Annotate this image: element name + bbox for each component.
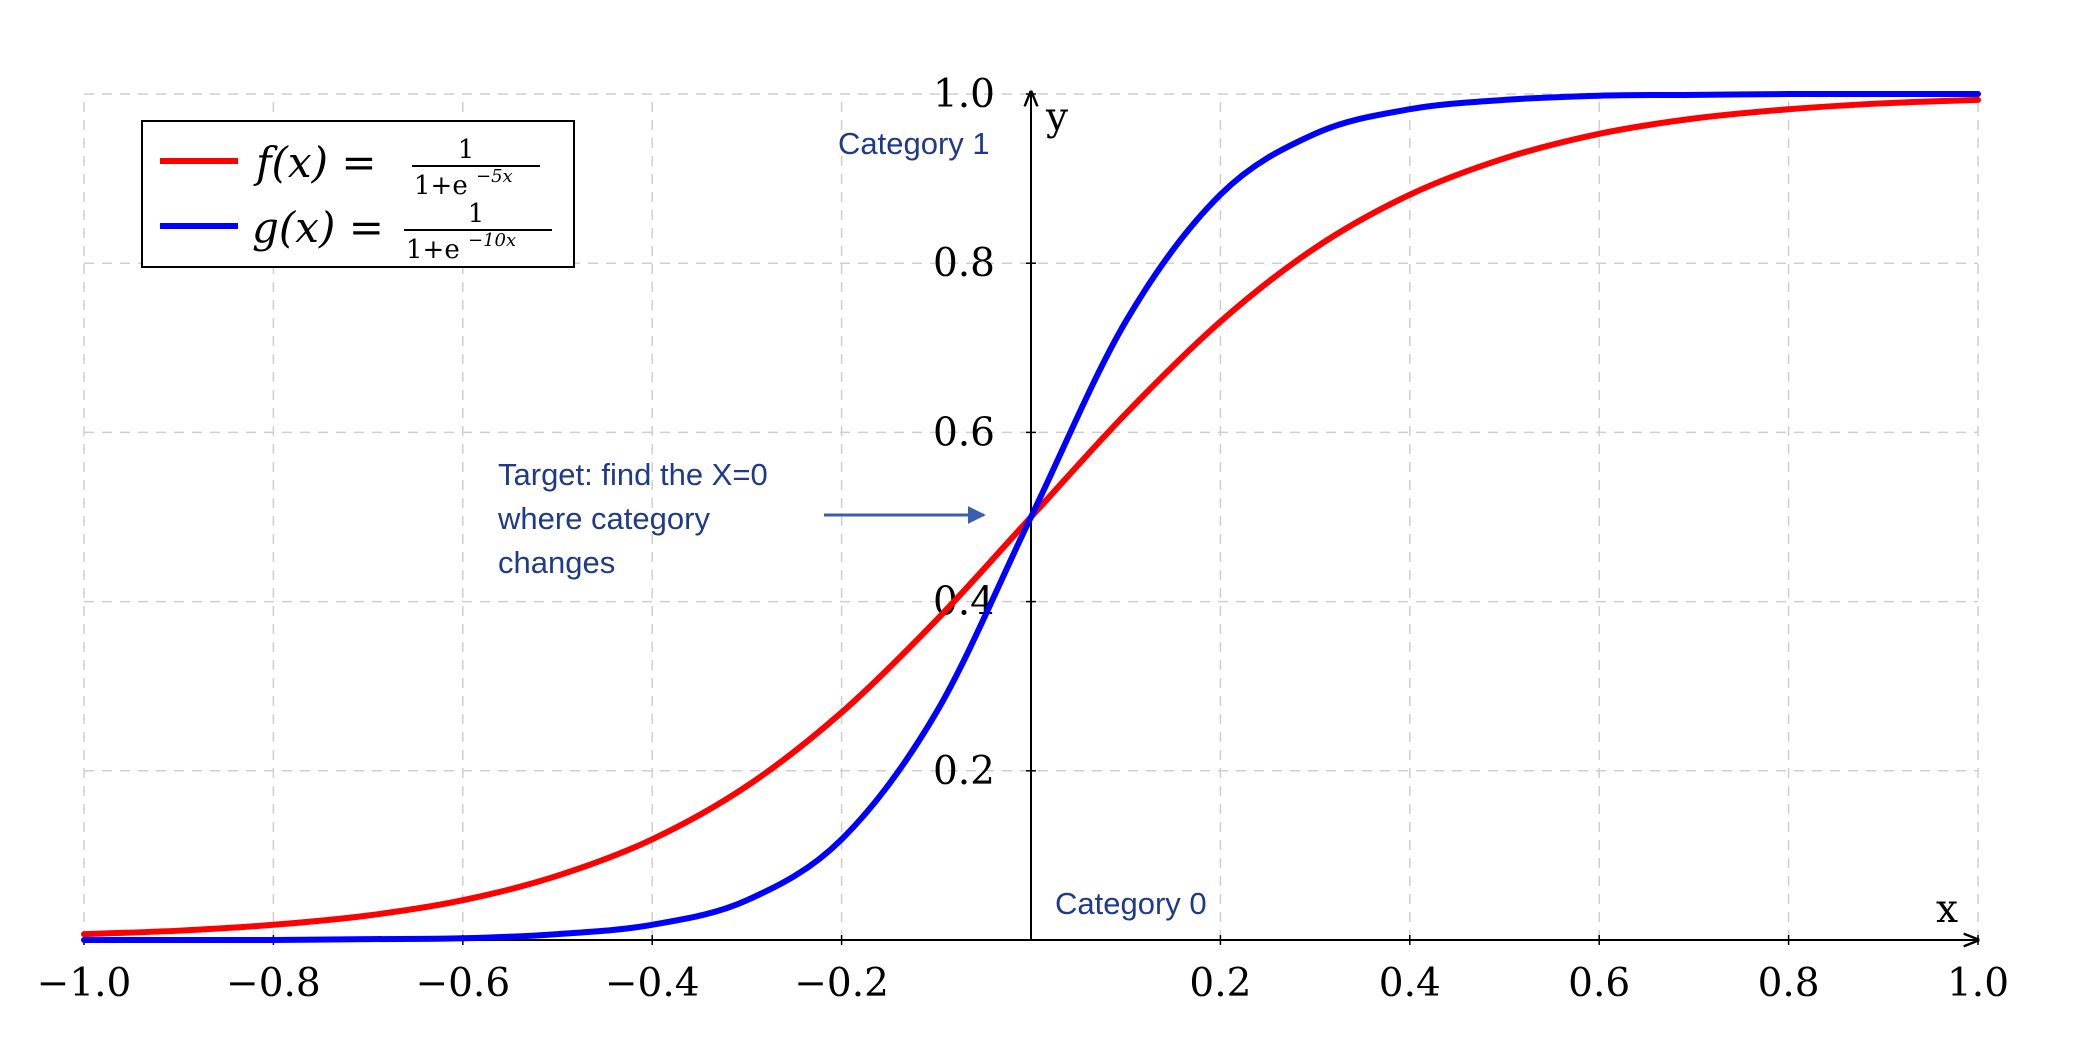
x-tick-label: 1.0: [1947, 961, 2009, 1006]
legend: f(x) = 1 1+e −5x g(x) = 1 1+e −10x: [141, 120, 575, 268]
x-tick-label: 0.4: [1379, 961, 1441, 1006]
x-tick-label: 0.2: [1189, 961, 1251, 1006]
category-0-label: Category 0: [1055, 886, 1207, 921]
x-tick-label: −1.0: [37, 961, 132, 1006]
annotations: Category 1 Category 0 Target: find the X…: [497, 126, 1207, 921]
category-1-label: Category 1: [838, 126, 990, 161]
target-annotation-line-1: Target: find the X=0: [498, 457, 768, 492]
series-line-g: [81, 90, 1981, 944]
legend-g-exponent: −10x: [468, 230, 516, 251]
x-tick-label: −0.6: [415, 961, 510, 1006]
x-tick-label: −0.4: [605, 961, 700, 1006]
x-tick-label: −0.8: [226, 961, 321, 1006]
series-lines: [81, 90, 1981, 944]
y-axis-label: y: [1045, 95, 1068, 140]
legend-f-exponent: −5x: [476, 166, 513, 187]
legend-g-denominator: 1+e: [406, 235, 460, 265]
y-tick-label: 0.8: [933, 241, 995, 286]
y-tick-label: 0.2: [933, 749, 995, 794]
legend-f-denominator: 1+e: [414, 171, 468, 201]
y-tick-label: 1.0: [933, 72, 995, 117]
x-tick-label: 0.6: [1568, 961, 1630, 1006]
target-annotation-line-2: where category: [497, 501, 710, 536]
legend-f-lhs: f(x) =: [253, 138, 377, 187]
target-annotation-line-3: changes: [498, 545, 615, 580]
y-tick-label: 0.6: [933, 410, 995, 455]
tick-labels: −1.0 −0.8 −0.6 −0.4 −0.2 0.2 0.4 0.6 0.8 1.0 0.2 0.…: [37, 72, 2009, 1006]
legend-box: [141, 120, 575, 268]
x-tick-label: −0.2: [794, 961, 889, 1006]
legend-f-numerator: 1: [458, 135, 475, 165]
x-axis-label: x: [1936, 887, 1958, 932]
x-tick-label: 0.8: [1758, 961, 1820, 1006]
legend-g-lhs: g(x) =: [252, 203, 384, 252]
legend-g-numerator: 1: [468, 199, 485, 229]
